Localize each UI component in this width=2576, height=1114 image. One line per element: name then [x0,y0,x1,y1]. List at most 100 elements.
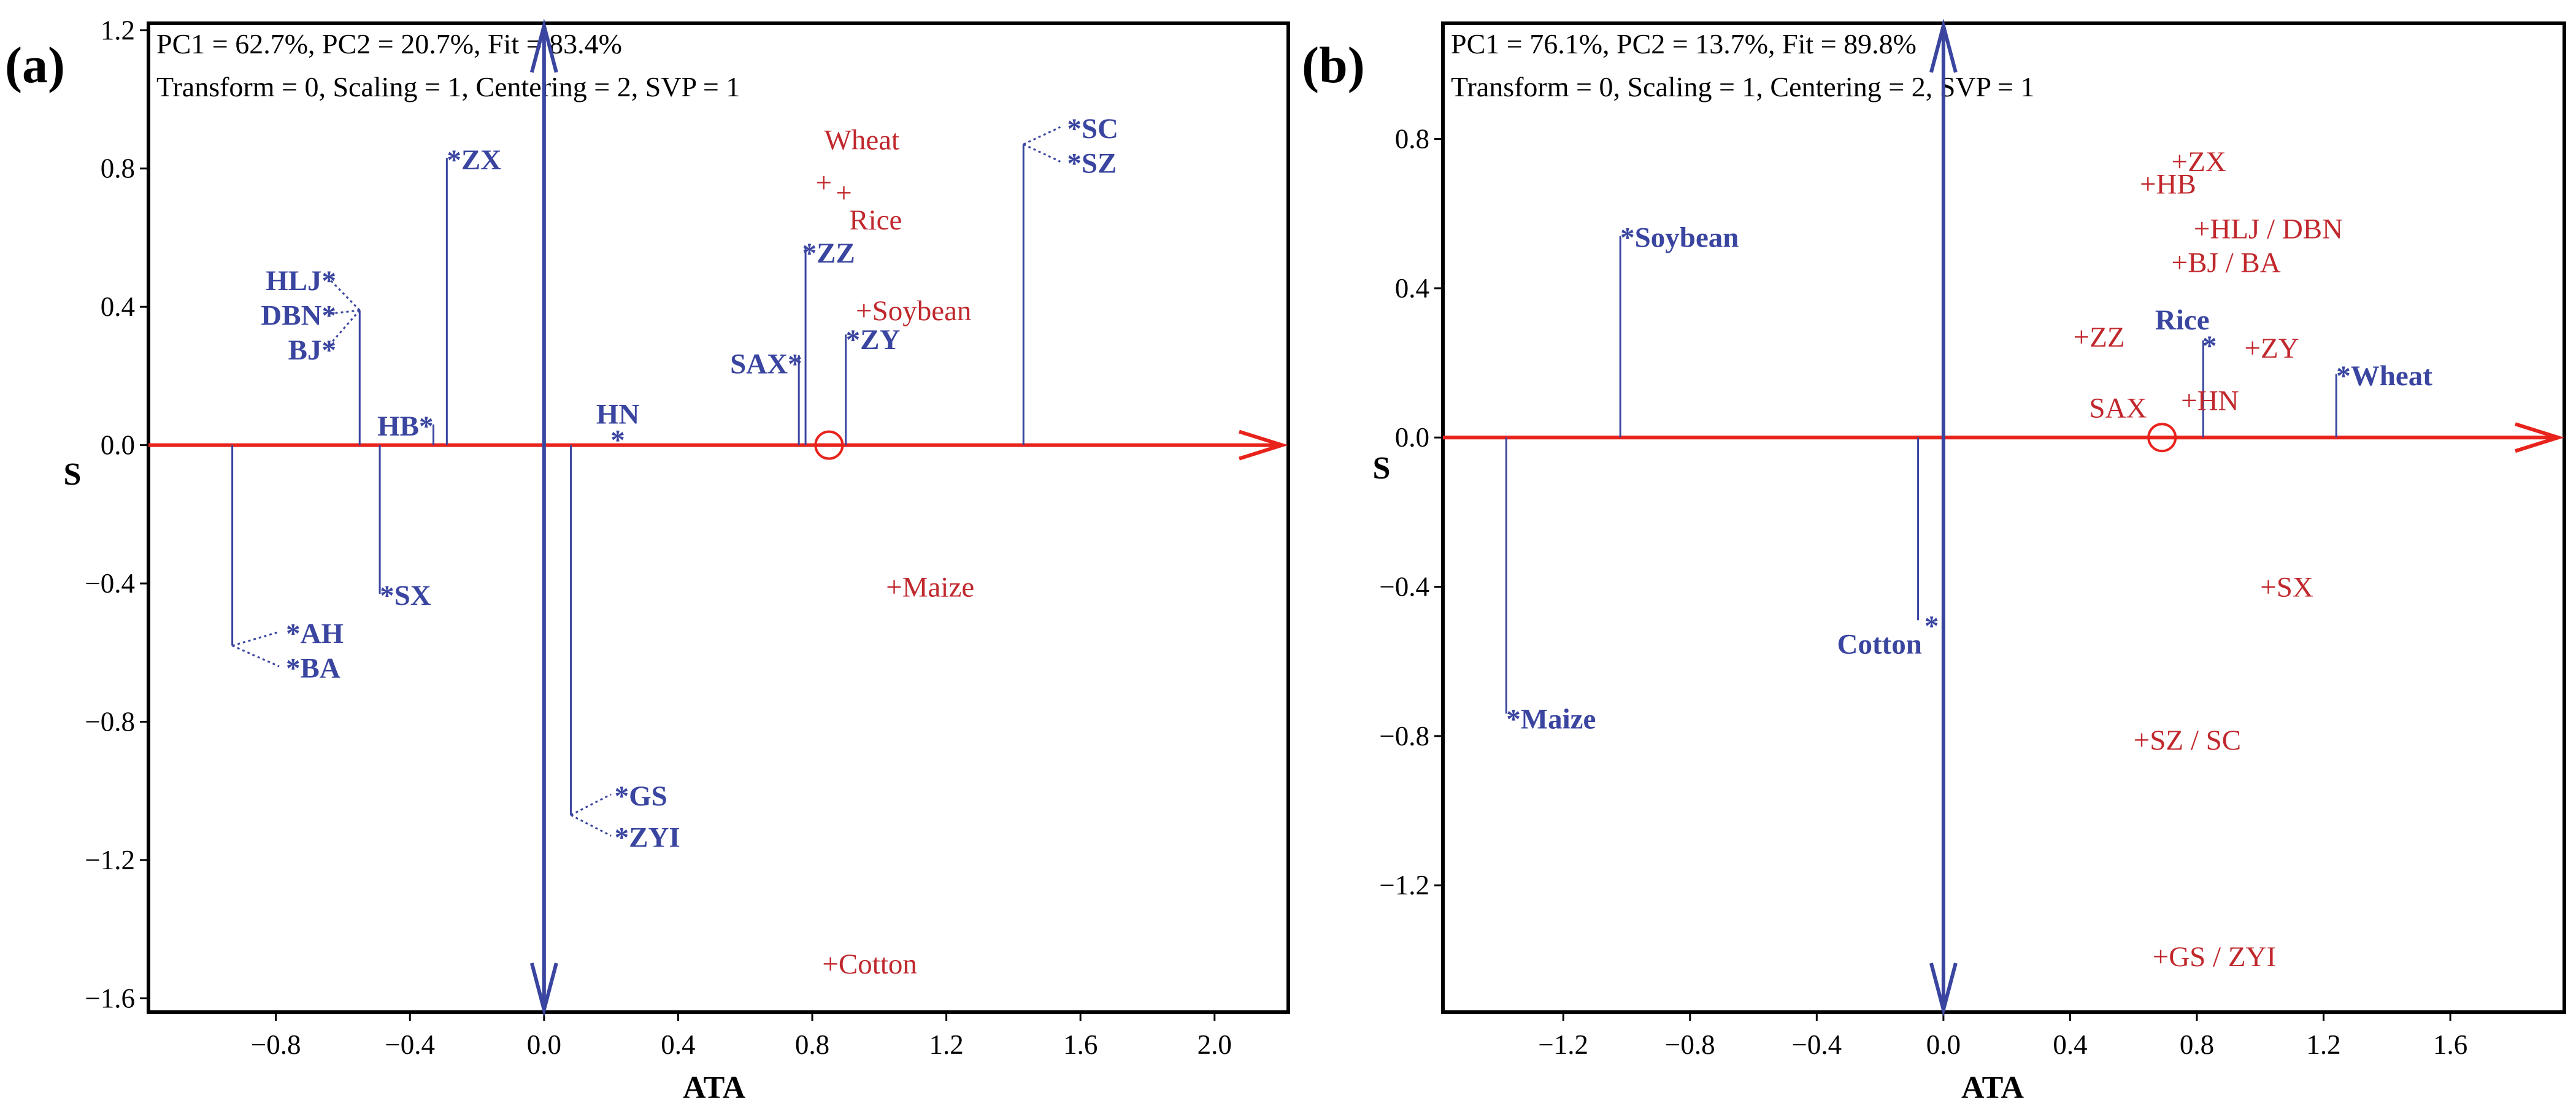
panel-b-genotype-marker: + [2194,213,2210,245]
panel-b-environment-label: Rice [2155,304,2210,336]
panel-a-environment-marker: * [802,237,817,269]
panel-a-genotype-label: Maize [902,572,974,604]
panel-a-frame [147,21,1290,1014]
panel-a-environment-point: *SC [1067,113,1118,145]
panel-b-genotype-point: +HN [2181,385,2239,417]
panel-b-genotype-point: +ZZ [2074,321,2125,353]
panel-a-environment-label: SC [1082,113,1118,145]
panel-a-xtick-label: 2.0 [1198,1029,1232,1060]
panel-b-genotype-label: HB [2156,169,2196,201]
panel-b-genotype-marker: + [2172,247,2188,278]
panel-b-environment-marker: * [2336,360,2351,392]
panel-a-environment-point: *ZX [447,144,501,176]
panel-b-genotype-point: +SX [2260,572,2313,604]
panel-a-environment-label: BA [301,652,340,684]
panel-b-genotype-marker: + [2181,385,2197,417]
panel-a-environment-point: *BA [286,652,340,684]
panel-b-genotype-marker: + [2244,332,2261,364]
panel-a-genotype-label: Rice [849,204,902,236]
panel-a-environment-point: *ZZ [802,237,855,269]
panel-b-genotype-label: GS / ZYI [2169,941,2276,973]
panel-b-genotype-label: HLJ / DBN [2210,213,2343,245]
panel-a-genotype-label: Soybean [872,295,972,327]
panel-a-environment-label: ZX [461,144,501,176]
panel-b-genotype-marker: + [2134,724,2150,756]
panel-b-ytick-label: −0.8 [1379,721,1429,751]
panel-a-environment-marker: * [286,618,301,650]
panel-a-ordinate-arrowhead-bottom [529,962,558,1017]
panel-b-xtick-label: −0.8 [1665,1029,1715,1060]
panel-a-environment-label: SX [394,580,431,612]
panel-b-ordinate-arrowhead-bottom [1929,962,1958,1017]
panel-a-environment-marker: * [615,780,629,812]
panel-a-genotype-point: +Maize [886,572,974,604]
panel-a-ytick-label: 1.2 [101,15,135,45]
panel-a-environment-point: HLJ* [266,265,336,297]
panel-a-genotype-marker: + [815,167,832,199]
panel-a-header-line-2: Transform = 0, Scaling = 1, Centering = … [156,71,740,102]
panel-a-ytick-label: 0.4 [101,291,135,322]
panel-a-environment-marker: * [846,324,861,356]
panel-b-environment-marker: * [1506,703,1521,735]
panel-a-environment-label: HLJ [266,265,321,297]
panel-b-xtick-label: 0.8 [2180,1029,2214,1060]
panel-a-environment-marker: * [615,822,629,854]
panel-b-genotype-label: HN [2197,385,2239,417]
panel-b-frame [1441,21,2566,1014]
panel-a-environment-label: DBN [261,299,321,331]
panel-b-xtick-label: 0.0 [1926,1029,1961,1060]
panel-a-average-environment-marker [814,430,844,460]
panel-b-xtick-label: 0.4 [2053,1029,2087,1060]
panel-b-ytick-label: −1.2 [1379,870,1429,901]
panel-b-genotype-point: +ZX [2172,146,2226,178]
panel-a-environment-point: DBN* [261,299,336,331]
panel-b-environment-point: *Maize [1506,703,1596,735]
panel-a-genotype-marker: + [836,177,852,209]
panel-b-ordinate-arrowhead-top [1929,18,1958,73]
panel-b-ytick-label: 0.8 [1395,124,1429,155]
panel-a-xtick-label: −0.4 [385,1029,435,1060]
panel-a-connector-line [232,631,280,647]
panel-a-environment-label: GS [629,780,667,812]
panel-b-genotype-point: +HLJ / DBN [2194,213,2343,245]
panel-a-environment-point: *ZY [846,324,901,356]
panel-b-xlabel: ATA [1961,1070,2024,1105]
panel-a-environment-marker: * [322,265,337,297]
panel-b-environment-label: Wheat [2351,360,2433,392]
panel-a-environment-label: ZYI [629,822,680,854]
panel-a-ytick-label: −0.4 [85,568,135,599]
panel-a-xtick-label: 0.8 [795,1029,829,1060]
panel-a-connector-line [570,814,612,837]
panel-a-environment-point: *SZ [1067,147,1117,179]
panel-b-genotype-marker: + [2140,169,2156,201]
panel-a-environment-label: AH [301,618,344,650]
panel-a-ylabel: S [64,457,82,492]
panel-a-environment-point: *AH [286,618,344,650]
panel-b-genotype-point: +BJ / BA [2172,247,2281,278]
panel-a-genotype-label: Cotton [839,948,917,980]
panel-a-environment-point: BJ* [288,334,336,366]
panel-b-genotype-label: SAX [2089,393,2147,424]
panel-a-ata-arrowhead [1239,429,1289,461]
panel-a-genotype-point: +Soybean [856,295,971,327]
panel-a-ytick-label: −0.8 [85,707,135,737]
panel-b-environment-marker: * [1620,222,1635,254]
panel-a-environment-marker: * [610,424,625,456]
panel-a-xtick-label: 0.4 [661,1029,695,1060]
panel-a-xtick-label: 0.0 [527,1029,561,1060]
panel-a-environment-point: *SX [380,580,431,612]
panel-a: (a) PC1 = 62.7%, PC2 = 20.7%, Fit = 83.4… [5,15,1290,1105]
panel-b-environment-point: *Soybean [1620,222,1739,254]
panel-b-ytick-label: 0.4 [1395,273,1429,304]
panel-a-ytick-label: 0.8 [101,153,135,184]
panel-a-environment-label: HB [377,410,419,442]
panel-b-genotype-marker: + [2260,572,2277,604]
panel-a-environment-label: ZZ [817,237,855,269]
panel-a-environment-label: BJ [288,334,322,366]
panel-a-environment-marker: * [1067,113,1082,145]
panel-b-genotype-label: ZZ [2090,321,2124,353]
panel-a-ytick-label: 0.0 [101,430,135,461]
panel-b-ylabel: S [1373,451,1391,486]
panel-b-genotype-label: BJ / BA [2188,247,2281,278]
